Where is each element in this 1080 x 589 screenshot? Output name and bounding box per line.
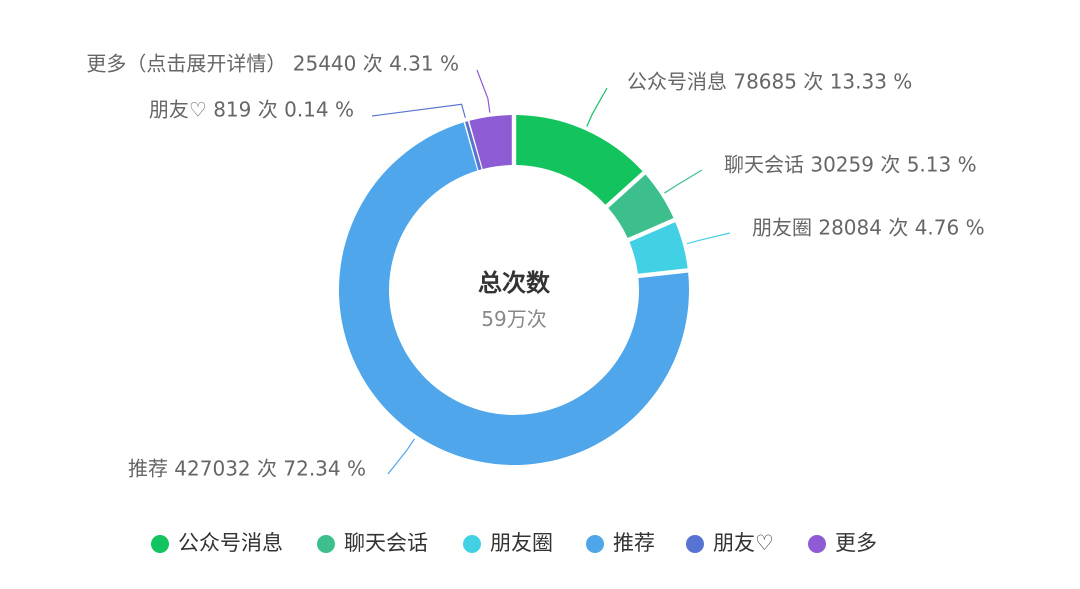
legend-swatch (151, 535, 169, 553)
legend-swatch (586, 535, 604, 553)
slice-6-label: 更多（点击展开详情） 25440 次 4.31 % (86, 52, 459, 76)
slice-6-leader-line (476, 69, 491, 113)
legend-label: 朋友圈 (490, 531, 553, 555)
center-subtitle: 59万次 (481, 307, 546, 331)
legend-item-6[interactable]: 更多 (808, 531, 877, 555)
legend-swatch (808, 535, 826, 553)
slice-6-arc[interactable] (469, 115, 512, 169)
slice-1-arc[interactable] (516, 115, 643, 205)
legend-item-4[interactable]: 推荐 (586, 531, 655, 555)
legend-label: 聊天会话 (344, 531, 428, 555)
slice-4-arc[interactable] (339, 122, 689, 465)
slice-5-label: 朋友♡ 819 次 0.14 % (149, 98, 354, 122)
legend-item-1[interactable]: 公众号消息 (151, 531, 283, 555)
legend-swatch (317, 535, 335, 553)
slice-labels: 公众号消息 78685 次 13.33 % 聊天会话 30259 次 5.13 %… (86, 52, 984, 481)
slice-1-label: 公众号消息 78685 次 13.33 % (627, 70, 912, 94)
slice-2-leader-line (664, 169, 703, 194)
slice-2-arc[interactable] (608, 174, 674, 239)
legend-label: 公众号消息 (178, 531, 283, 555)
slice-5-arc[interactable] (465, 121, 482, 171)
slice-3-leader-line (686, 232, 731, 245)
legend-swatch (686, 535, 704, 553)
legend-item-5[interactable]: 朋友♡ (686, 531, 774, 555)
legend-swatch (463, 535, 481, 553)
legend-item-3[interactable]: 朋友圈 (463, 531, 553, 555)
slice-1-leader-line (586, 87, 608, 127)
legend-item-2[interactable]: 聊天会话 (317, 531, 428, 555)
legend-label: 朋友♡ (713, 531, 774, 555)
legend-label: 推荐 (613, 531, 655, 555)
slice-3-label: 朋友圈 28084 次 4.76 % (752, 216, 985, 240)
slice-2-label: 聊天会话 30259 次 5.13 % (724, 153, 977, 177)
slices-layer (339, 115, 689, 465)
legend: 公众号消息 聊天会话 朋友圈 推荐 朋友♡ 更多 (151, 531, 877, 555)
slice-3-arc[interactable] (629, 222, 688, 274)
slice-4-label: 推荐 427032 次 72.34 % (128, 457, 366, 481)
legend-label: 更多 (835, 531, 877, 555)
slice-5-leader-line (371, 103, 466, 118)
slice-4-leader-line (387, 438, 415, 475)
leader-lines (371, 69, 731, 475)
center-title: 总次数 (478, 269, 551, 297)
